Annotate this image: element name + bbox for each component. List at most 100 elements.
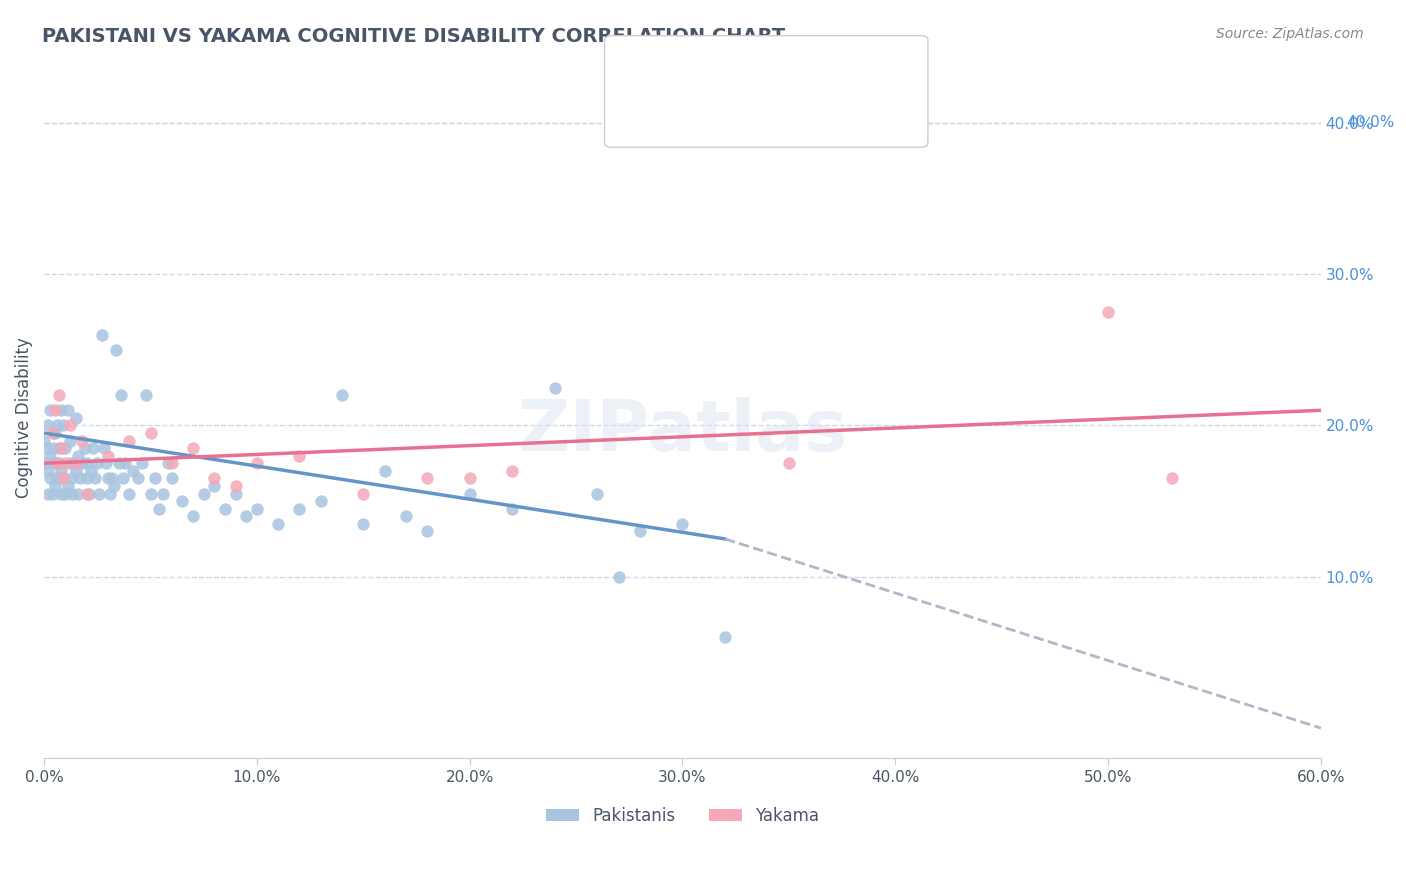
- Point: [395, 509, 418, 524]
- Point: [52, 471, 75, 485]
- Y-axis label: Cognitive Disability: Cognitive Disability: [15, 337, 32, 499]
- Point: [59, 434, 82, 448]
- Point: [122, 464, 145, 478]
- Point: [44, 425, 66, 440]
- Point: [52, 471, 75, 485]
- Text: ZIPatlas: ZIPatlas: [517, 397, 848, 466]
- Point: [225, 486, 247, 500]
- Point: [89, 486, 111, 500]
- Point: [44, 403, 66, 417]
- Point: [101, 471, 124, 485]
- Point: [309, 494, 332, 508]
- Point: [44, 479, 66, 493]
- Point: [67, 486, 90, 500]
- Point: [288, 449, 311, 463]
- Text: 40.0%: 40.0%: [1347, 115, 1395, 130]
- Point: [80, 464, 103, 478]
- Point: [77, 486, 100, 500]
- Point: [246, 456, 269, 470]
- Point: [41, 441, 63, 455]
- Point: [246, 501, 269, 516]
- Point: [416, 524, 439, 539]
- Point: [458, 471, 481, 485]
- Point: [32, 434, 55, 448]
- Point: [148, 501, 170, 516]
- Point: [131, 456, 153, 470]
- Point: [48, 441, 70, 455]
- Point: [37, 418, 59, 433]
- Point: [152, 486, 174, 500]
- Point: [110, 388, 132, 402]
- Point: [118, 434, 141, 448]
- Point: [48, 388, 70, 402]
- Point: [86, 456, 108, 470]
- Point: [671, 516, 693, 531]
- Point: [156, 456, 179, 470]
- Point: [98, 486, 121, 500]
- Point: [67, 449, 90, 463]
- Point: [72, 456, 94, 470]
- Point: [235, 509, 257, 524]
- Point: [93, 441, 115, 455]
- Point: [44, 456, 66, 470]
- Point: [60, 486, 83, 500]
- Point: [458, 486, 481, 500]
- Point: [37, 464, 59, 478]
- Point: [778, 456, 800, 470]
- Text: R =  0.217   N = 27: R = 0.217 N = 27: [665, 87, 855, 104]
- Point: [143, 471, 166, 485]
- Point: [37, 486, 59, 500]
- Point: [97, 471, 120, 485]
- Point: [60, 471, 83, 485]
- Point: [59, 456, 82, 470]
- Point: [35, 456, 58, 470]
- Point: [55, 486, 77, 500]
- Point: [45, 418, 67, 433]
- Point: [181, 509, 204, 524]
- Point: [225, 479, 247, 493]
- Point: [107, 456, 129, 470]
- Point: [139, 425, 162, 440]
- Text: R = -0.281   N = 98: R = -0.281 N = 98: [665, 47, 855, 65]
- Point: [56, 403, 79, 417]
- Point: [49, 403, 72, 417]
- Point: [181, 441, 204, 455]
- Point: [65, 456, 87, 470]
- Point: [39, 471, 62, 485]
- Point: [39, 449, 62, 463]
- Point: [48, 456, 70, 470]
- Point: [352, 486, 374, 500]
- Point: [82, 441, 104, 455]
- Point: [45, 456, 67, 470]
- Point: [628, 524, 651, 539]
- Point: [65, 464, 87, 478]
- Point: [72, 434, 94, 448]
- Point: [267, 516, 290, 531]
- Point: [352, 516, 374, 531]
- Point: [544, 381, 567, 395]
- Point: [501, 501, 523, 516]
- Point: [39, 403, 62, 417]
- Point: [55, 441, 77, 455]
- Point: [214, 501, 236, 516]
- Point: [41, 425, 63, 440]
- Point: [202, 471, 225, 485]
- Point: [714, 630, 737, 644]
- Point: [49, 441, 72, 455]
- Point: [330, 388, 353, 402]
- Point: [586, 486, 609, 500]
- Point: [1160, 471, 1182, 485]
- Point: [135, 388, 157, 402]
- Point: [84, 471, 107, 485]
- Point: [202, 479, 225, 493]
- Point: [118, 486, 141, 500]
- Point: [73, 441, 96, 455]
- Point: [374, 464, 396, 478]
- Point: [607, 570, 630, 584]
- Point: [55, 456, 77, 470]
- Point: [160, 471, 183, 485]
- Point: [416, 471, 439, 485]
- Point: [49, 464, 72, 478]
- Point: [52, 418, 75, 433]
- Legend: Pakistanis, Yakama: Pakistanis, Yakama: [538, 800, 827, 831]
